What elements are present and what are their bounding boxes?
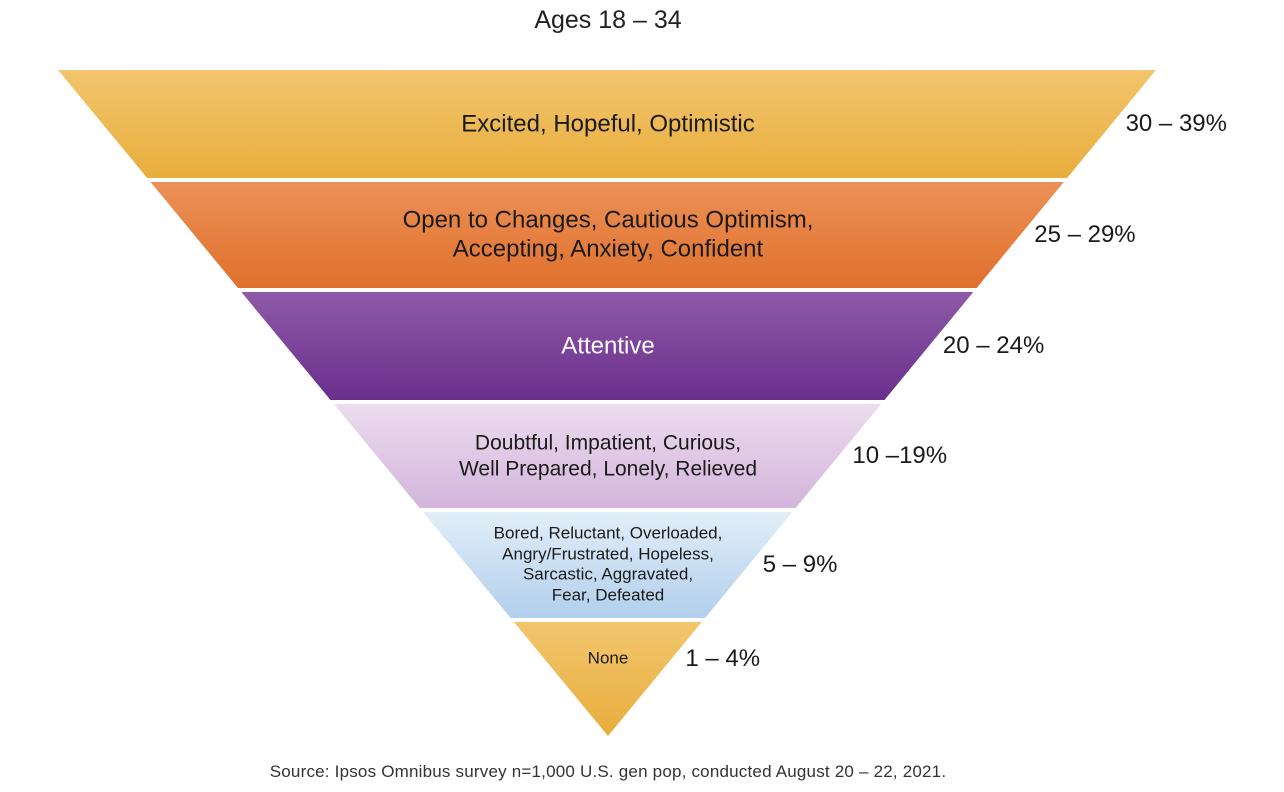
funnel-tier-label: Excited, Hopeful, Optimistic [461, 110, 755, 138]
funnel-tier-range: 30 – 39% [1125, 110, 1227, 137]
funnel-tier-5 [423, 512, 793, 618]
funnel-tier-label: Open to Changes, Cautious Optimism, Acce… [402, 206, 814, 263]
funnel-tier-6 [513, 622, 702, 736]
funnel-tier-range: 10 –19% [852, 442, 948, 469]
chart-title: Ages 18 – 34 [534, 6, 682, 34]
funnel-tier-4 [333, 404, 882, 508]
funnel-tier-range: 20 – 24% [942, 332, 1045, 359]
funnel-tier-3 [241, 292, 974, 400]
funnel-tier-label: Attentive [561, 332, 655, 360]
funnel-tier-2 [150, 182, 1064, 288]
funnel-tier-label: None [587, 648, 629, 668]
funnel-tier-range: 1 – 4% [685, 645, 761, 672]
funnel-tier-range: 5 – 9% [762, 551, 838, 578]
funnel-tier-label: Bored, Reluctant, Overloaded, Angry/Frus… [493, 523, 723, 605]
funnel-tier-1 [58, 70, 1156, 178]
source-note: Source: Ipsos Omnibus survey n=1,000 U.S… [269, 762, 947, 781]
funnel-tier-range: 25 – 29% [1034, 221, 1136, 248]
funnel-tier-label: Doubtful, Impatient, Curious, Well Prepa… [458, 431, 758, 480]
